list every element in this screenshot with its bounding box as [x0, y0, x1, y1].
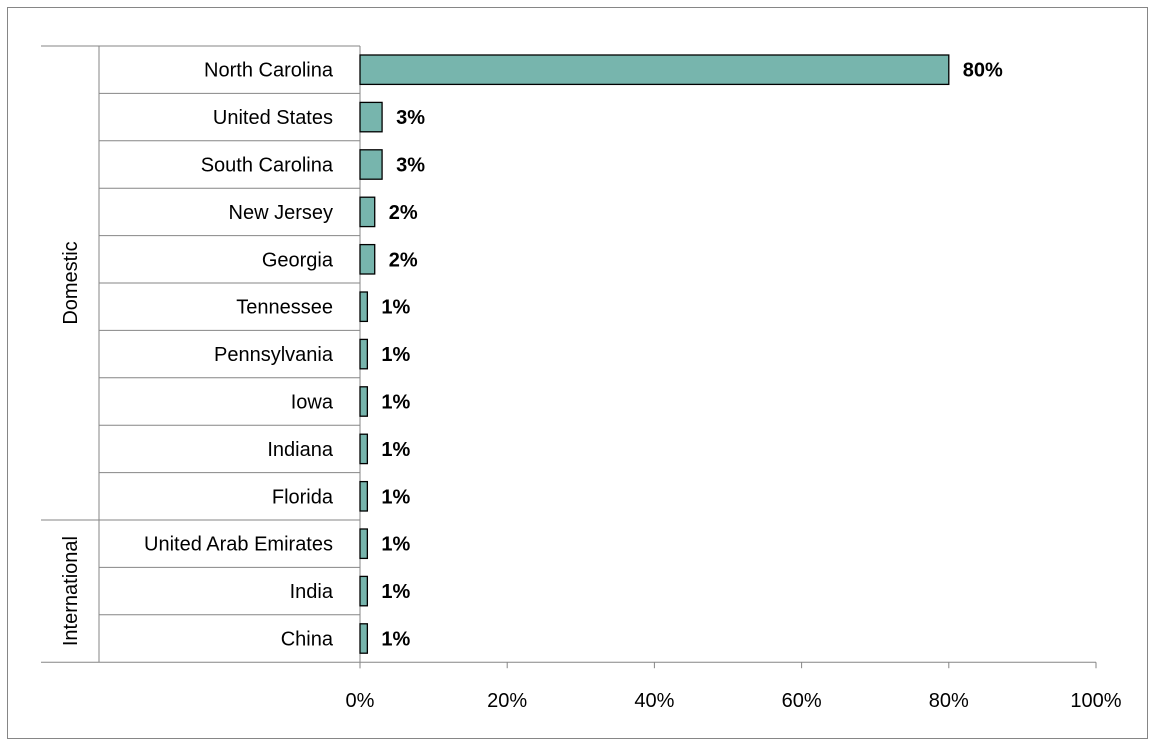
data-label: 1% — [381, 581, 410, 603]
data-label: 80% — [963, 60, 1003, 82]
data-label: 1% — [381, 486, 410, 508]
data-label: 2% — [389, 202, 418, 224]
group-label: International — [60, 536, 82, 646]
x-tick-label: 40% — [634, 690, 674, 712]
category-label: South Carolina — [201, 155, 334, 177]
category-label: North Carolina — [204, 60, 334, 82]
category-label: New Jersey — [229, 202, 333, 224]
category-label: Indiana — [267, 439, 333, 461]
category-label: United Arab Emirates — [144, 534, 333, 556]
category-label: Tennessee — [236, 297, 333, 319]
x-tick-label: 20% — [487, 690, 527, 712]
x-tick-label: 100% — [1070, 690, 1121, 712]
data-label: 1% — [381, 344, 410, 366]
bar — [359, 54, 950, 86]
bar — [359, 338, 369, 370]
data-label: 2% — [389, 249, 418, 271]
bar — [359, 528, 369, 560]
category-label: India — [290, 581, 334, 603]
bar — [359, 149, 383, 180]
category-label: Florida — [272, 486, 334, 508]
data-labels: 80% 3% 3% 2% 2% 1% 1% 1% 1% 1% 1% 1% 1% — [381, 60, 1003, 651]
x-tick-label: 60% — [782, 690, 822, 712]
category-label: Pennsylvania — [214, 344, 334, 366]
group-label: Domestic — [60, 241, 82, 324]
bar — [359, 480, 369, 512]
x-tick-label: 80% — [929, 690, 969, 712]
category-label: Iowa — [291, 392, 334, 414]
bar — [359, 243, 376, 275]
data-label: 1% — [381, 534, 410, 556]
bar — [359, 196, 376, 228]
bar — [359, 101, 383, 133]
x-tick-label: 0% — [346, 690, 375, 712]
category-label: Georgia — [262, 249, 334, 271]
bar — [359, 291, 369, 323]
bar — [359, 386, 369, 417]
category-label: United States — [213, 107, 333, 129]
data-label: 1% — [381, 392, 410, 414]
chart-frame — [7, 7, 1148, 739]
category-label-table: North Carolina United States South Carolin… — [41, 45, 360, 663]
data-label: 3% — [396, 107, 425, 129]
bar — [359, 433, 369, 465]
bar-series — [359, 54, 950, 654]
data-label: 1% — [381, 629, 410, 651]
data-label: 1% — [381, 439, 410, 461]
data-label: 3% — [396, 155, 425, 177]
data-label: 1% — [381, 297, 410, 319]
bar — [359, 623, 369, 654]
bar — [359, 575, 369, 607]
category-label: China — [281, 629, 334, 651]
